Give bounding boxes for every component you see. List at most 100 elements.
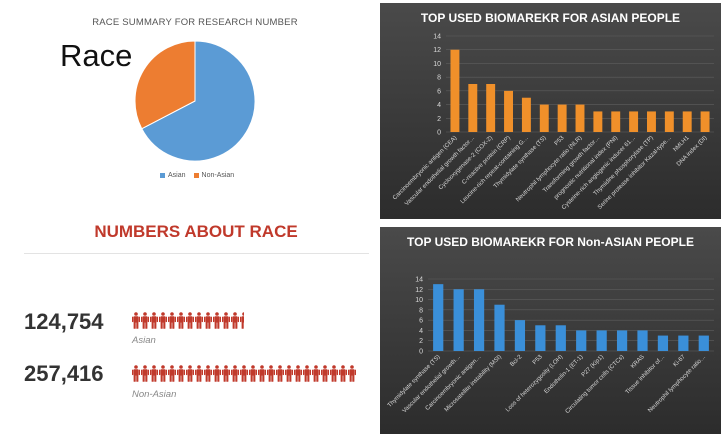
- person-icon: [231, 312, 239, 329]
- bar-c-reactive-protein-crp: [504, 90, 513, 132]
- y-tick-label: 6: [419, 318, 423, 325]
- bar-p53: [535, 325, 546, 351]
- asian-count: 124,754: [24, 309, 104, 334]
- bar-bcl-2: [514, 320, 526, 351]
- y-tick-label: 2: [419, 338, 423, 345]
- asian-label: Asian: [132, 335, 156, 346]
- y-tick-label: 14: [415, 277, 423, 284]
- person-icon: [285, 365, 293, 382]
- bar-hmlh1: [682, 111, 692, 132]
- x-tick-label: P53: [532, 354, 544, 366]
- person-icon: [141, 312, 149, 329]
- person-icon: [213, 365, 221, 382]
- person-icon: [195, 312, 203, 329]
- person-icon: [141, 365, 149, 382]
- asian-biomarker-title: TOP USED BIOMAREKR FOR ASIAN PEOPLE: [420, 11, 681, 25]
- y-tick-label: 4: [437, 102, 441, 109]
- non-asian-biomarker-panel: TOP USED BIOMAREKR FOR Non-ASIAN PEOPLE …: [380, 227, 721, 434]
- bar-kras: [637, 330, 648, 351]
- y-tick-label: 14: [433, 34, 441, 41]
- person-icon: [330, 365, 338, 382]
- person-icon: [267, 365, 275, 382]
- non-asian-biomarker-title: TOP USED BIOMAREKR FOR Non-ASIAN PEOPLE: [407, 235, 694, 249]
- bar-ki-67: [678, 335, 689, 351]
- x-tick-label: Neutrophil lymphocyte ratio (NLR): [515, 135, 583, 203]
- asian-people-icons: [132, 312, 248, 329]
- y-tick-label: 12: [415, 287, 423, 294]
- bar-p53: [557, 104, 567, 132]
- person-icon: [159, 365, 167, 382]
- y-tick-label: 8: [419, 307, 423, 314]
- person-icon: [294, 365, 302, 382]
- person-icon: [132, 365, 140, 382]
- person-icon: [240, 365, 248, 382]
- person-icon: [186, 365, 194, 382]
- x-tick-label: Endothelin-1 (ET-1): [544, 354, 585, 395]
- person-icon: [258, 365, 266, 382]
- person-icon: [159, 312, 167, 329]
- pie-chart-title: RACE SUMMARY FOR RESEARCH NUMBER: [92, 17, 298, 28]
- y-tick-label: 0: [419, 349, 423, 356]
- bar-microsatellite-instability-msi: [494, 304, 505, 351]
- divider: [24, 253, 369, 254]
- person-icon: [312, 365, 320, 382]
- legend-swatch-asian: [160, 173, 165, 178]
- person-icon: [150, 365, 158, 382]
- x-tick-label: P53: [554, 135, 566, 147]
- bar-tissue-inhibitor-of: [657, 335, 669, 351]
- bar-loss-of-heterozygosity-loh: [555, 325, 566, 351]
- bar-carcinoembryonic-antigen-cea: [450, 49, 460, 132]
- race-pie-chart: [134, 40, 256, 162]
- legend-label-asian: Asian: [168, 172, 186, 179]
- bar-prognostic-nutritional-index-pni: [611, 111, 621, 132]
- person-icon: [204, 312, 212, 329]
- bar-transforming-growth-factor: [593, 111, 603, 132]
- person-icon: [339, 365, 347, 382]
- non-asian-count: 257,416: [24, 361, 104, 386]
- y-tick-label: 10: [415, 297, 423, 304]
- person-icon: [186, 312, 194, 329]
- y-tick-label: 8: [437, 75, 441, 82]
- x-tick-label: Bcl-2: [509, 354, 523, 368]
- y-tick-label: 10: [433, 61, 441, 68]
- legend-swatch-non-asian: [193, 173, 199, 178]
- person-icon: [204, 365, 212, 382]
- bar-endothelin-1-et-1: [576, 330, 587, 351]
- bar-serine-protease-inhibitor-kazal-type: [664, 111, 674, 132]
- y-tick-label: 4: [419, 328, 423, 335]
- person-icon: [195, 365, 203, 382]
- bar-neutrophil-lymphocyte-ratio-nlr: [575, 104, 585, 132]
- bar-p27-kip1: [596, 330, 607, 351]
- bar-vascular-endothelial-growth-factor: [468, 84, 478, 132]
- non-asian-people-icons: [132, 365, 356, 382]
- bar-leucine-rich-repeat-containing-g: [521, 97, 531, 132]
- numbers-title: NUMBERS ABOUT RACE: [94, 222, 298, 241]
- person-icon: [168, 365, 176, 382]
- pie-slice-asian: [141, 40, 256, 162]
- person-icon: [213, 312, 221, 329]
- race-label: Race: [60, 38, 133, 73]
- bar-cysteine-rich-angiogenic-inducer-61: [629, 111, 639, 132]
- legend-label-non-asian: Non-Asian: [201, 172, 235, 179]
- y-tick-label: 0: [437, 130, 441, 137]
- legend-item-asian: Asian: [160, 172, 186, 179]
- pie-legend: Asian Non-Asian: [160, 172, 234, 179]
- person-icon: [276, 365, 284, 382]
- person-icon: [231, 365, 239, 382]
- y-tick-label: 12: [433, 47, 441, 54]
- bar-circulating-tumor-cells-ctcs: [616, 330, 628, 351]
- person-icon-partial: [240, 312, 244, 329]
- person-icon: [177, 365, 185, 382]
- bar-carcinoembryonic-antigen: [473, 289, 485, 351]
- y-tick-label: 2: [437, 116, 441, 123]
- asian-biomarker-chart: 0 2 4 6 8 10 12 14 Carcinoembryonic antigen (CEA…: [392, 34, 714, 211]
- legend-item-non-asian: Non-Asian: [193, 172, 235, 179]
- non-asian-label: Non-Asian: [132, 389, 177, 400]
- person-icon: [348, 365, 356, 382]
- bar-thymidine-phosphorylase-tp: [647, 111, 656, 132]
- person-icon: [222, 312, 230, 329]
- x-tick-label: KRAS: [630, 354, 646, 370]
- pie-slice-non-asian: [134, 40, 196, 130]
- bar-dna-index-di: [700, 111, 710, 132]
